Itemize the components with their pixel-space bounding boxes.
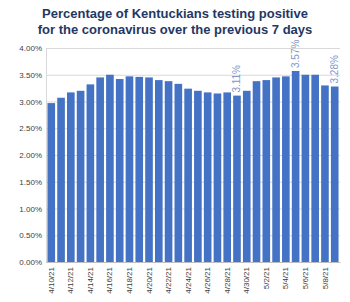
bar <box>47 103 55 262</box>
bar <box>77 91 85 262</box>
x-tick: 4/18/21 <box>125 262 134 294</box>
bar <box>116 79 124 262</box>
x-tick-label: 4/24/21 <box>184 266 193 293</box>
x-tick-label: 4/22/21 <box>164 266 173 293</box>
bar <box>194 91 202 262</box>
x-tick-label: 5/6/21 <box>301 266 310 289</box>
bar <box>311 75 319 262</box>
bar <box>155 80 163 262</box>
bar <box>223 92 231 262</box>
x-tick: 4/30/21 <box>242 262 251 294</box>
y-axis: 0.00% 0.50% 1.00% 1.50% 2.00% 2.50% 3.00% 3.50%… <box>19 44 340 267</box>
bars <box>47 71 338 262</box>
bar <box>67 92 75 262</box>
title-line: for the coronavirus over the previous 7 … <box>38 22 313 37</box>
y-tick-label: 1.00% <box>19 205 42 214</box>
bar <box>145 77 153 262</box>
x-axis-line <box>47 262 341 263</box>
x-tick-label: 4/10/21 <box>47 266 56 293</box>
x-tick: 4/24/21 <box>184 262 193 294</box>
y-tick-label: 2.50% <box>19 124 42 133</box>
y-tick-label: 1.50% <box>19 178 42 187</box>
bar <box>106 75 114 262</box>
title: Percentage of Kentuckians testing positi… <box>38 6 313 37</box>
x-tick-label: 4/28/21 <box>223 266 232 293</box>
bar <box>302 75 310 262</box>
y-tick-label: 0.00% <box>19 258 42 267</box>
data-label: 3.28% <box>329 55 340 83</box>
bar <box>292 71 300 262</box>
y-tick-label: 0.50% <box>19 231 42 240</box>
bar <box>321 85 329 262</box>
x-tick-label: 4/18/21 <box>125 266 134 293</box>
bar <box>282 76 290 262</box>
bar <box>126 76 134 262</box>
plot: 0.00% 0.50% 1.00% 1.50% 2.00% 2.50% 3.00% 3.50%… <box>19 40 340 294</box>
bar <box>243 91 251 262</box>
x-tick-label: 4/12/21 <box>66 266 75 293</box>
x-tick: 4/14/21 <box>86 262 95 294</box>
y-tick-label: 4.00% <box>19 44 42 53</box>
grid-line <box>46 262 340 263</box>
data-label: 3.57% <box>290 40 301 68</box>
bar <box>87 84 95 262</box>
x-tick-label: 5/4/21 <box>281 266 290 289</box>
x-tick: 5/4/21 <box>281 262 290 289</box>
bar <box>253 81 261 262</box>
data-label: 3.11% <box>231 65 242 93</box>
x-tick: 4/28/21 <box>223 262 232 294</box>
bar <box>214 93 222 262</box>
x-axis: 4/10/21 4/12/21 4/14/21 4/16/21 4/18/21 4/20/… <box>47 262 341 294</box>
x-tick: 4/20/21 <box>145 262 154 294</box>
x-tick: 5/8/21 <box>321 262 330 289</box>
x-tick: 5/6/21 <box>301 262 310 289</box>
x-tick: 4/22/21 <box>164 262 173 294</box>
bar <box>184 89 192 262</box>
x-tick-label: 5/8/21 <box>321 266 330 289</box>
bar <box>96 77 104 262</box>
bar <box>135 77 143 262</box>
x-tick: 5/2/21 <box>262 262 271 289</box>
bar <box>204 92 212 262</box>
x-tick-label: 4/16/21 <box>105 266 114 293</box>
bar <box>165 81 173 262</box>
y-tick-label: 3.00% <box>19 98 42 107</box>
data-labels: 3.11% 3.57% 3.28% <box>231 40 340 93</box>
title-line: Percentage of Kentuckians testing positi… <box>42 6 308 21</box>
x-tick: 4/26/21 <box>203 262 212 294</box>
x-tick-label: 4/30/21 <box>242 266 251 293</box>
y-tick-label: 3.50% <box>19 71 42 80</box>
bar <box>233 96 241 262</box>
bar <box>57 98 65 262</box>
x-tick-label: 4/20/21 <box>145 266 154 293</box>
bar <box>331 87 339 262</box>
x-tick-label: 4/26/21 <box>203 266 212 293</box>
x-tick-label: 5/2/21 <box>262 266 271 289</box>
chart: Percentage of Kentuckians testing positi… <box>0 0 350 302</box>
bar <box>175 84 183 262</box>
y-tick-label: 2.00% <box>19 151 42 160</box>
x-tick: 4/16/21 <box>105 262 114 294</box>
bar <box>272 77 280 262</box>
x-tick: 4/12/21 <box>66 262 75 294</box>
x-tick-label: 4/14/21 <box>86 266 95 293</box>
x-tick: 4/10/21 <box>47 262 56 294</box>
bar <box>262 80 270 262</box>
